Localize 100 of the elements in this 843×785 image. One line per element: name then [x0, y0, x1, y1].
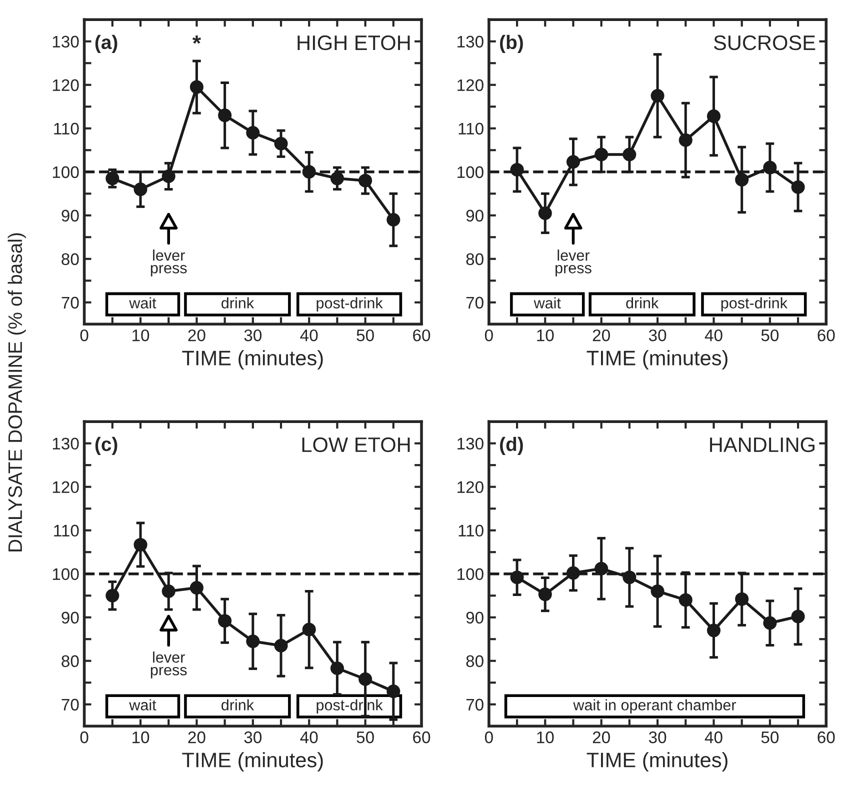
y-tick-label: 80	[466, 655, 484, 668]
x-tick-label: 30	[244, 731, 262, 744]
point	[358, 672, 372, 686]
point	[106, 172, 120, 186]
y-tick-label: 70	[62, 698, 79, 711]
annotation: lever press	[556, 250, 592, 276]
annotation: (c)	[95, 436, 118, 455]
point	[330, 661, 344, 676]
y-tick-label: 130	[458, 36, 484, 48]
x-axis-title: TIME (minutes)	[586, 752, 728, 772]
x-tick-label: 60	[413, 731, 430, 744]
point	[386, 212, 400, 227]
point	[106, 588, 120, 602]
y-tick-label: 120	[458, 79, 484, 92]
y-tick-label: 110	[54, 524, 79, 537]
y-tick-label: 110	[458, 524, 484, 537]
x-tick-label: 20	[188, 329, 206, 342]
y-tick-label: 120	[52, 481, 79, 494]
point	[190, 581, 204, 595]
x-tick-label: 60	[413, 329, 430, 342]
point	[538, 588, 552, 602]
point	[162, 584, 176, 598]
point	[190, 80, 204, 94]
x-tick-label: 10	[132, 329, 150, 342]
x-tick-label: 20	[592, 731, 610, 744]
point	[386, 684, 400, 698]
y-tick-label: 130	[52, 36, 79, 48]
y-tick-label: 110	[458, 122, 484, 135]
point	[622, 148, 636, 162]
band-label: drink	[626, 297, 659, 308]
point	[162, 169, 176, 184]
point	[218, 614, 232, 628]
band-label: wait in operant chamber	[573, 699, 736, 714]
y-tick-label: 80	[466, 253, 484, 266]
text: HIGH ETOH	[298, 35, 410, 50]
y-tick-label: 80	[62, 253, 79, 266]
point	[650, 584, 664, 598]
x-tick-label: 30	[244, 329, 262, 342]
annotation: (a)	[95, 34, 118, 53]
x-tick-label: 40	[704, 329, 722, 342]
annotation: lever press	[150, 250, 187, 276]
point	[330, 172, 344, 186]
point	[678, 133, 692, 147]
point	[274, 136, 288, 150]
x-axis-title: TIME (minutes)	[182, 752, 323, 772]
x-tick-label: 50	[356, 329, 374, 342]
x-tick-label: 30	[648, 731, 666, 744]
annotation: lever press	[150, 652, 187, 678]
x-axis-title: TIME (minutes)	[182, 350, 323, 370]
point	[594, 148, 608, 162]
y-tick-label: 70	[62, 296, 79, 309]
y-tick-label: 120	[458, 481, 484, 494]
point	[763, 160, 777, 174]
point	[791, 610, 805, 624]
text: HANDLING	[710, 437, 814, 452]
x-tick-label: 20	[188, 731, 206, 744]
point	[246, 126, 260, 140]
band-label: drink	[222, 297, 254, 308]
point	[735, 172, 749, 186]
point	[302, 622, 316, 636]
point	[763, 616, 777, 630]
point	[566, 566, 580, 580]
band-label: post-drink	[721, 297, 788, 312]
band-label: post-drink	[316, 297, 383, 312]
x-tick-label: 60	[818, 731, 835, 744]
point	[594, 562, 608, 576]
band-label: wait	[129, 699, 156, 710]
y-tick-label: 80	[62, 655, 79, 668]
y-tick-label: 130	[52, 438, 79, 450]
y-tick-label: 130	[458, 438, 484, 450]
point	[678, 593, 692, 607]
y-tick-label: 90	[466, 612, 484, 624]
x-tick-label: 20	[592, 329, 610, 342]
point	[791, 180, 805, 194]
y-tick-label: 100	[458, 568, 484, 580]
y-tick-label: 120	[52, 79, 79, 92]
y-axis-title: DIALYSATE DOPAMINE (% of basal)	[8, 233, 26, 552]
point	[218, 108, 232, 122]
annotation: (b)	[500, 34, 523, 53]
text: LOW ETOH	[302, 437, 410, 452]
band-label: drink	[222, 699, 254, 710]
point	[134, 538, 148, 552]
x-tick-label: 0	[484, 329, 493, 342]
point	[134, 182, 148, 196]
y-tick-label: 90	[62, 210, 79, 222]
point	[650, 88, 664, 103]
x-tick-label: 0	[80, 731, 88, 744]
y-tick-label: 70	[466, 698, 484, 711]
x-tick-label: 40	[300, 329, 318, 342]
x-tick-label: 30	[648, 329, 666, 342]
y-tick-label: 100	[52, 568, 79, 580]
y-tick-label: 110	[54, 122, 79, 135]
annotation: (d)	[500, 436, 523, 455]
x-tick-label: 10	[537, 329, 554, 342]
x-tick-label: 40	[300, 731, 318, 744]
point	[735, 592, 749, 606]
point	[274, 638, 288, 652]
y-tick-label: 100	[458, 166, 484, 178]
annotation: *	[192, 36, 201, 44]
x-tick-label: 0	[484, 731, 493, 744]
